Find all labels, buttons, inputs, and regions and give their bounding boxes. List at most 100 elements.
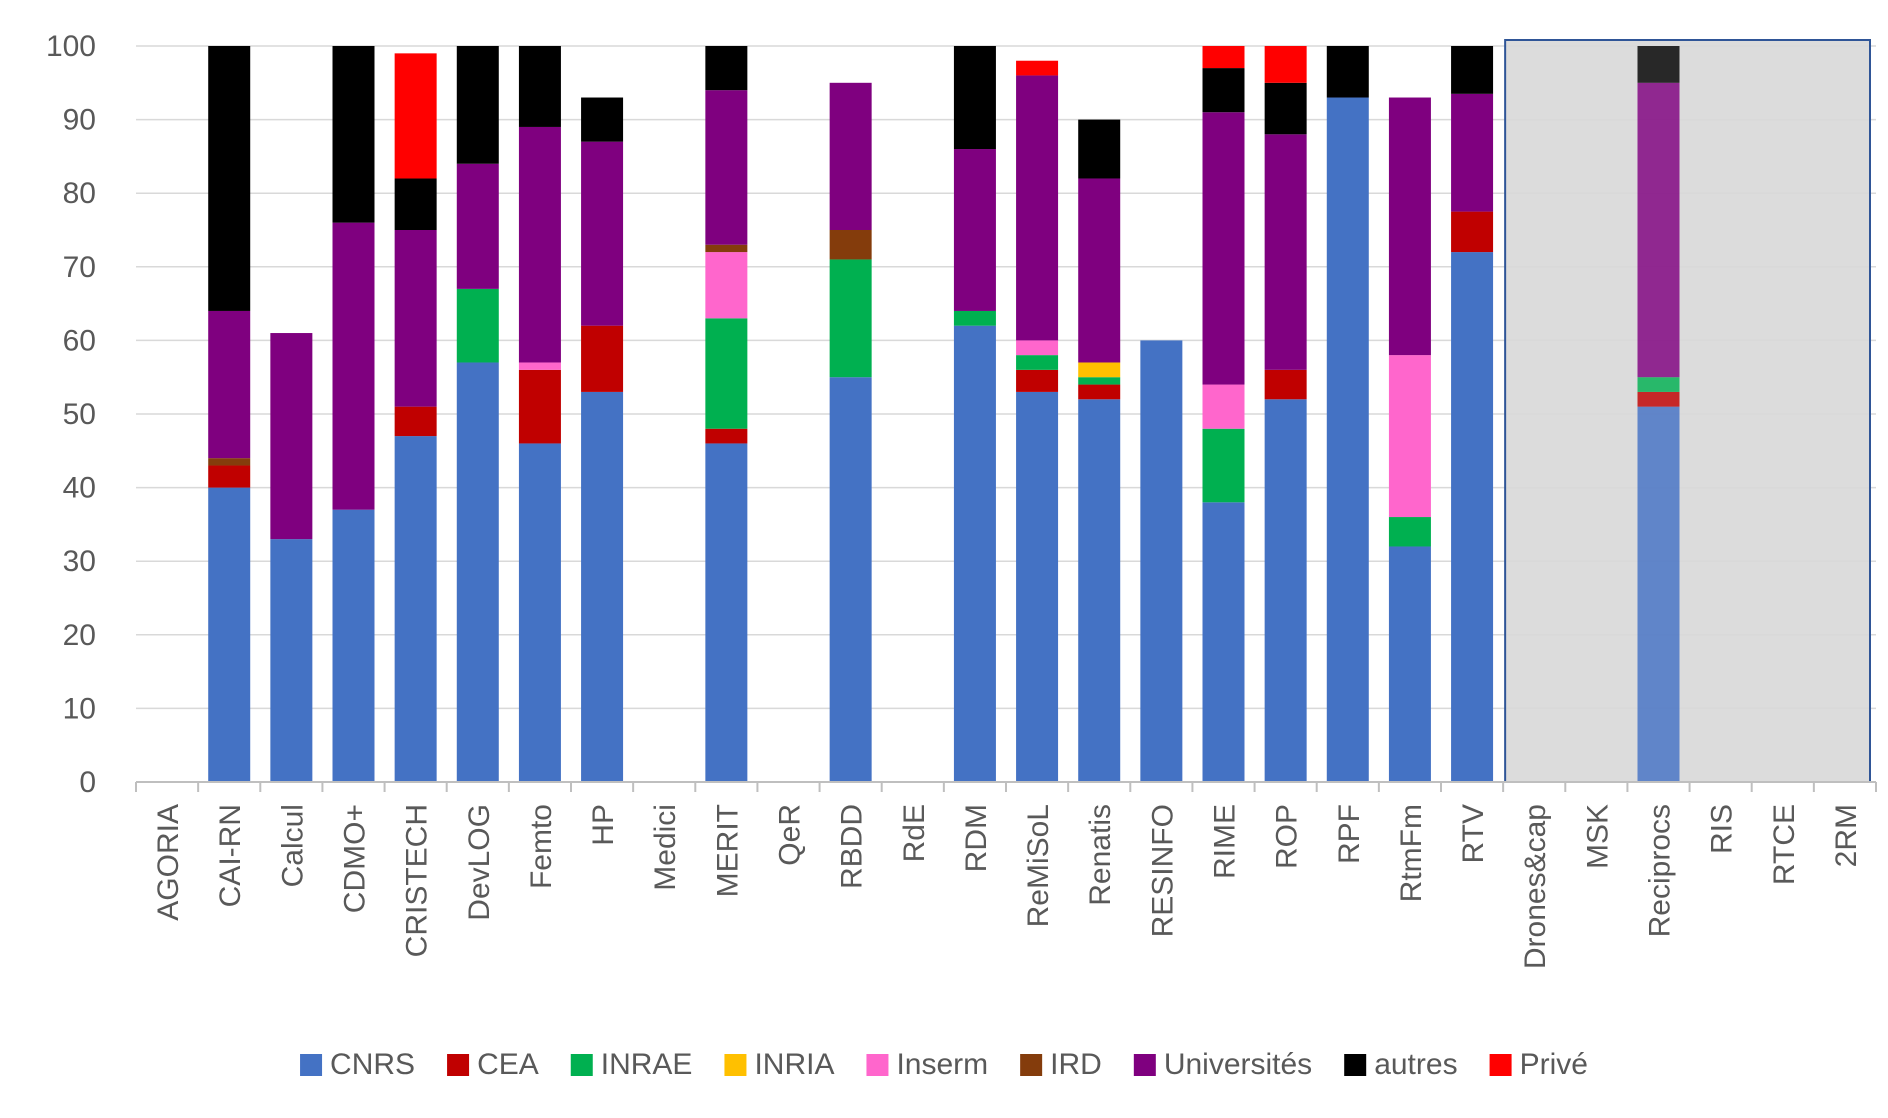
bar-merit-autres [705,46,748,91]
y-tick-label-60: 60 [63,324,96,357]
bar-merit-inrae [705,318,748,429]
bar-remisol-cnrs [1016,391,1059,782]
bar-cai-rn-cnrs [208,487,251,782]
legend-swatch-inrae [570,1054,593,1076]
bar-remisol-inrae [1016,355,1059,370]
legend-swatch-autres [1344,1054,1367,1076]
bar-cristech-priv [394,53,437,179]
x-tick-label-cdmo: CDMO+ [339,804,372,913]
y-tick-label-100: 100 [46,30,96,63]
bar-femto-universit-s [518,126,561,363]
bar-devlog-autres [456,46,499,164]
legend-label-cea: CEA [477,1048,539,1081]
bar-reciprocs-cnrs [1637,406,1680,782]
bar-rop-cea [1264,369,1307,400]
x-tick-label-rbdd: RBDD [836,804,869,889]
x-tick-label-devlog: DevLOG [463,804,496,921]
bar-femto-cea [518,369,561,444]
bar-cai-rn-ird [208,458,251,466]
bars-layer [208,46,1680,782]
bar-calcul-universit-s [270,333,313,540]
bar-rime-inrae [1202,428,1245,503]
legend-label-priv: Privé [1520,1048,1588,1081]
bar-devlog-universit-s [456,163,499,289]
bar-renatis-inrae [1078,377,1121,385]
bar-calcul-cnrs [270,539,313,782]
bar-rime-inserm [1202,384,1245,429]
bar-hp-cnrs [581,391,624,782]
legend-swatch-cea [447,1054,470,1076]
bar-merit-cnrs [705,443,748,782]
legend-label-inria: INRIA [754,1048,834,1081]
bar-merit-inserm [705,252,748,319]
bar-rdm-inrae [953,310,996,326]
x-tick-label-rtv: RTV [1457,804,1490,863]
legend-swatch-universit-s [1133,1054,1156,1076]
x-tick-label-agoria: AGORIA [152,804,185,921]
bar-renatis-cea [1078,384,1121,400]
bar-hp-cea [581,325,624,392]
bar-rpf-autres [1326,46,1369,98]
x-tick-label-rop: ROP [1271,804,1304,869]
y-tick-label-70: 70 [63,251,96,284]
bar-rdm-autres [953,46,996,150]
legend-swatch-inria [724,1054,747,1076]
x-tick-label-ris: RIS [1706,804,1739,854]
x-tick-label-msk: MSK [1581,804,1614,869]
x-tick-label-qer: QeR [774,804,807,866]
legend: CNRS CEA INRAE INRIA Inserm IRD Universités aut… [300,1048,1588,1081]
bar-remisol-inserm [1016,340,1059,356]
bar-merit-ird [705,244,748,253]
bar-rtv-cea [1451,211,1494,253]
bar-hp-autres [581,97,624,142]
bar-devlog-cnrs [456,362,499,782]
y-tick-label-50: 50 [63,398,96,431]
bar-renatis-cnrs [1078,399,1121,782]
legend-label-autres: autres [1374,1048,1457,1081]
bar-cai-rn-universit-s [208,310,251,459]
x-tick-label-drones-cap: Drones&cap [1519,804,1552,969]
x-tick-label-merit: MERIT [711,804,744,897]
bar-cdmo-autres [332,46,375,223]
bar-rtmfm-inrae [1388,517,1431,547]
legend-label-inrae: INRAE [601,1048,693,1081]
x-tick-label-rdm: RDM [960,804,993,872]
bar-femto-cnrs [518,443,561,782]
axis-layer [135,781,1877,792]
x-tick-label-cristech: CRISTECH [401,804,434,957]
x-tick-label-reciprocs: Reciprocs [1644,804,1677,937]
bar-rime-cnrs [1202,502,1245,782]
bar-rdm-universit-s [953,149,996,311]
bar-rtmfm-universit-s [1388,97,1431,356]
x-tick-labels: AGORIA CAI-RN Calcul CDMO+ CRISTECH DevLOG Fem… [152,804,1863,969]
bar-rtv-cnrs [1451,252,1494,782]
bar-cristech-cea [394,406,437,437]
bar-rbdd-universit-s [829,82,872,230]
bar-cai-rn-autres [208,46,251,311]
y-tick-label-90: 90 [63,104,96,137]
bar-cai-rn-cea [208,465,251,488]
bar-rop-universit-s [1264,134,1307,370]
legend-label-inserm: Inserm [896,1048,988,1081]
bar-rime-universit-s [1202,112,1245,385]
y-tick-label-30: 30 [63,545,96,578]
bar-cristech-universit-s [394,230,437,407]
legend-label-universit-s: Universités [1164,1048,1312,1081]
bar-renatis-autres [1078,119,1121,179]
y-tick-label-80: 80 [63,177,96,210]
bar-cristech-cnrs [394,436,437,782]
bar-rop-autres [1264,82,1307,135]
bar-rtmfm-cnrs [1388,546,1431,782]
bar-reciprocs-autres [1637,46,1680,83]
bar-rbdd-inrae [829,259,872,378]
bar-merit-universit-s [705,90,748,245]
x-tick-label-resinfo: RESINFO [1146,804,1179,937]
bar-rbdd-cnrs [829,377,872,782]
bar-cdmo-universit-s [332,222,375,510]
y-tick-label-0: 0 [79,766,96,799]
legend-label-ird: IRD [1050,1048,1102,1081]
x-tick-label-hp: HP [587,804,620,846]
y-tick-label-40: 40 [63,472,96,505]
x-tick-label-medici: Medici [649,804,682,891]
